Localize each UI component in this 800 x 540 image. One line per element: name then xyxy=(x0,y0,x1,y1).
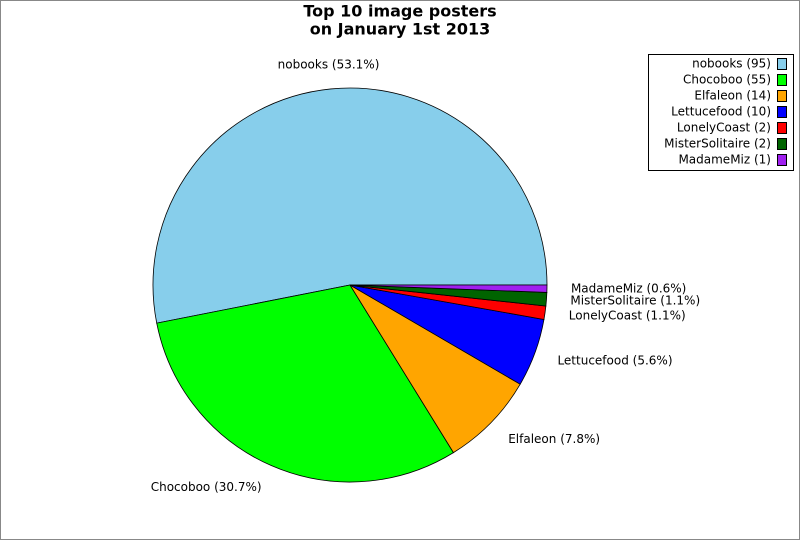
slice-label: Chocoboo (30.7%) xyxy=(151,480,262,494)
legend-label: LonelyCoast (2) xyxy=(677,121,771,135)
legend-label: MadameMiz (1) xyxy=(678,153,771,167)
chart-title: Top 10 image posters xyxy=(303,2,496,21)
legend-label: nobooks (95) xyxy=(692,57,771,71)
slice-label: Elfaleon (7.8%) xyxy=(508,432,600,446)
pie-slice xyxy=(349,284,548,293)
legend-box xyxy=(648,54,794,171)
slice-label: MadameMiz (0.6%) xyxy=(571,281,686,295)
legend-swatch xyxy=(777,74,787,86)
legend-label: Chocoboo (55) xyxy=(683,73,771,87)
legend-label: Elfaleon (14) xyxy=(694,89,771,103)
legend-swatch xyxy=(777,90,787,102)
slice-label: Lettucefood (5.6%) xyxy=(557,354,672,368)
slice-label: nobooks (53.1%) xyxy=(278,58,380,72)
legend-label: Lettucefood (10) xyxy=(671,105,771,119)
legend-label: MisterSolitaire (2) xyxy=(664,137,771,151)
legend-swatch xyxy=(777,106,787,118)
pie-slice xyxy=(152,87,548,324)
chart-title: on January 1st 2013 xyxy=(310,20,491,39)
legend-swatch xyxy=(777,154,787,166)
pie-slice xyxy=(349,284,521,454)
legend-swatch xyxy=(777,58,787,70)
slice-label: MisterSolitaire (1.1%) xyxy=(570,293,700,307)
legend-swatch xyxy=(777,122,787,134)
legend-swatch xyxy=(777,138,787,150)
pie-slice xyxy=(156,284,455,483)
slice-label: LonelyCoast (1.1%) xyxy=(569,309,686,323)
